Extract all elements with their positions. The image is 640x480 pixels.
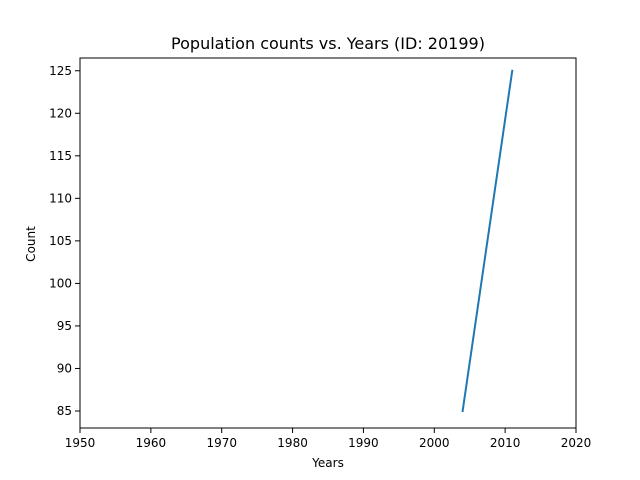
x-tick-label-0: 1950 <box>65 436 96 450</box>
y-tick-label-4: 105 <box>49 234 72 248</box>
chart-title: Population counts vs. Years (ID: 20199) <box>171 34 485 53</box>
y-axis-label: Count <box>24 226 38 262</box>
x-tick-label-5: 2000 <box>419 436 450 450</box>
y-tick-label-6: 115 <box>49 149 72 163</box>
y-tick-label-2: 95 <box>57 319 72 333</box>
x-tick-label-1: 1960 <box>136 436 167 450</box>
y-tick-label-5: 110 <box>49 191 72 205</box>
x-axis-label: Years <box>311 456 344 470</box>
y-tick-label-3: 100 <box>49 276 72 290</box>
y-tick-label-1: 90 <box>57 361 72 375</box>
plot-frame <box>79 57 577 429</box>
y-tick-label-7: 120 <box>49 106 72 120</box>
x-tick-label-6: 2010 <box>490 436 521 450</box>
x-tick-label-2: 1970 <box>206 436 237 450</box>
x-tick-label-7: 2020 <box>561 436 592 450</box>
x-tick-label-4: 1990 <box>348 436 379 450</box>
x-tick-label-3: 1980 <box>277 436 308 450</box>
plot-area: 1950 1960 1970 1980 1990 2000 2010 2020 85 90 95 10… <box>49 57 592 450</box>
y-tick-label-0: 85 <box>57 404 72 418</box>
y-tick-label-8: 125 <box>49 64 72 78</box>
series-line-0 <box>461 69 514 413</box>
